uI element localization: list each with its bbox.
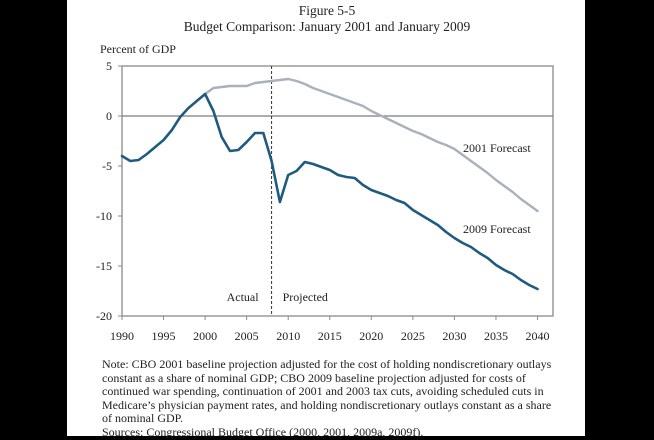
x-tick-label: 2035 — [484, 329, 508, 343]
x-tick-label: 2040 — [526, 329, 550, 343]
x-tick-label: 2030 — [442, 329, 466, 343]
y-axis-label: Percent of GDP — [100, 42, 176, 56]
actual-label: Actual — [227, 290, 260, 304]
chart-notes: Note: CBO 2001 baseline projection adjus… — [102, 357, 562, 440]
x-tick-label: 1995 — [152, 329, 176, 343]
x-tick-label: 2010 — [276, 329, 300, 343]
plot-border — [121, 65, 554, 317]
projected-label: Projected — [283, 290, 328, 304]
series-line-2001-forecast — [203, 77, 539, 213]
figure-title: Budget Comparison: January 2001 and Janu… — [183, 19, 471, 34]
series-label-2009-forecast: 2009 Forecast — [463, 222, 531, 236]
x-tick-label: 2020 — [359, 329, 383, 343]
y-tick-label: 0 — [106, 109, 112, 123]
y-tick-label: -15 — [96, 259, 112, 273]
series-lines — [120, 77, 539, 291]
x-tick-label: 2025 — [401, 329, 425, 343]
note-text: Note: CBO 2001 baseline projection adjus… — [102, 357, 552, 426]
y-tick-label: -5 — [102, 159, 112, 173]
x-tick-label: 2005 — [235, 329, 259, 343]
plot-frame — [121, 65, 554, 317]
chart-labels: Actual Projected 2001 Forecast 2009 Forecas… — [227, 141, 532, 304]
figure-number: Figure 5-5 — [298, 3, 356, 18]
y-tick-label: -20 — [96, 309, 112, 323]
x-tick-label: 2000 — [193, 329, 217, 343]
y-tick-label: 5 — [106, 59, 112, 73]
axis-ticks: 5 0 -5 -10 -15 -20 1990 1995 2000 2005 2010 2015 202… — [96, 59, 550, 343]
series-line-2009-forecast — [120, 92, 539, 291]
series-label-2001-forecast: 2001 Forecast — [463, 141, 531, 155]
page-background — [67, 0, 585, 436]
sources-text: Sources: Congressional Budget Office (20… — [102, 424, 424, 439]
x-tick-label: 2015 — [318, 329, 342, 343]
y-tick-label: -10 — [96, 209, 112, 223]
x-tick-label: 1990 — [110, 329, 134, 343]
